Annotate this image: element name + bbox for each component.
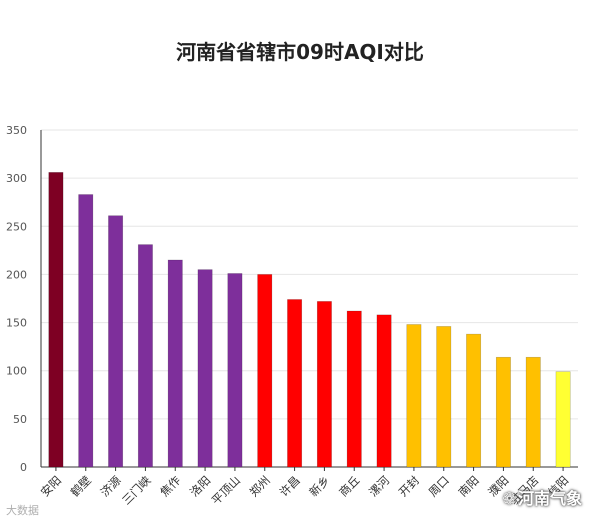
bar	[376, 314, 392, 468]
bar	[227, 273, 243, 468]
x-tick-label: 郑州	[247, 473, 273, 499]
y-tick-label: 0	[20, 461, 27, 474]
bar	[495, 356, 511, 468]
bar	[197, 269, 213, 468]
y-tick-label: 350	[6, 124, 27, 137]
x-tick-label: 焦作	[157, 473, 184, 500]
x-tick-label: 平顶山	[209, 473, 243, 507]
bar	[48, 172, 64, 468]
x-tick-label: 三门峡	[119, 473, 154, 508]
x-tick-label: 许昌	[277, 473, 303, 499]
y-tick-label: 200	[6, 268, 27, 281]
chart-title: 河南省省辖市09时AQI对比	[176, 40, 424, 64]
x-tick-label: 鹤壁	[68, 473, 94, 499]
bar	[436, 326, 452, 468]
bar	[167, 259, 183, 468]
bar	[555, 371, 571, 468]
bar	[287, 299, 303, 468]
watermark-left: 大数据	[6, 504, 39, 517]
x-tick-label: 商丘	[336, 473, 362, 499]
y-tick-label: 150	[6, 317, 27, 330]
bar	[406, 324, 422, 468]
bar	[525, 356, 541, 468]
y-tick-label: 250	[6, 220, 27, 233]
watermark-right-label: 河南气象	[517, 489, 582, 508]
wechat-icon: ❁	[502, 489, 516, 508]
y-tick-label: 300	[6, 172, 27, 185]
bar	[466, 333, 482, 468]
bar	[316, 301, 332, 468]
y-tick-label: 100	[6, 365, 27, 378]
x-tick-label: 新乡	[306, 473, 332, 499]
x-tick-label: 南阳	[456, 473, 482, 499]
watermark-right: ❁ 河南气象	[503, 485, 582, 509]
x-tick-label: 安阳	[38, 473, 64, 499]
x-tick-label: 开封	[396, 473, 423, 500]
x-tick-label: 洛阳	[187, 473, 213, 499]
bar	[108, 215, 124, 468]
x-tick-label: 漯河	[366, 473, 393, 500]
y-tick-label: 50	[13, 413, 27, 426]
bar	[257, 274, 273, 468]
x-tick-label: 周口	[426, 473, 452, 499]
bar	[137, 244, 153, 468]
bar	[78, 194, 94, 468]
bar	[346, 310, 362, 468]
